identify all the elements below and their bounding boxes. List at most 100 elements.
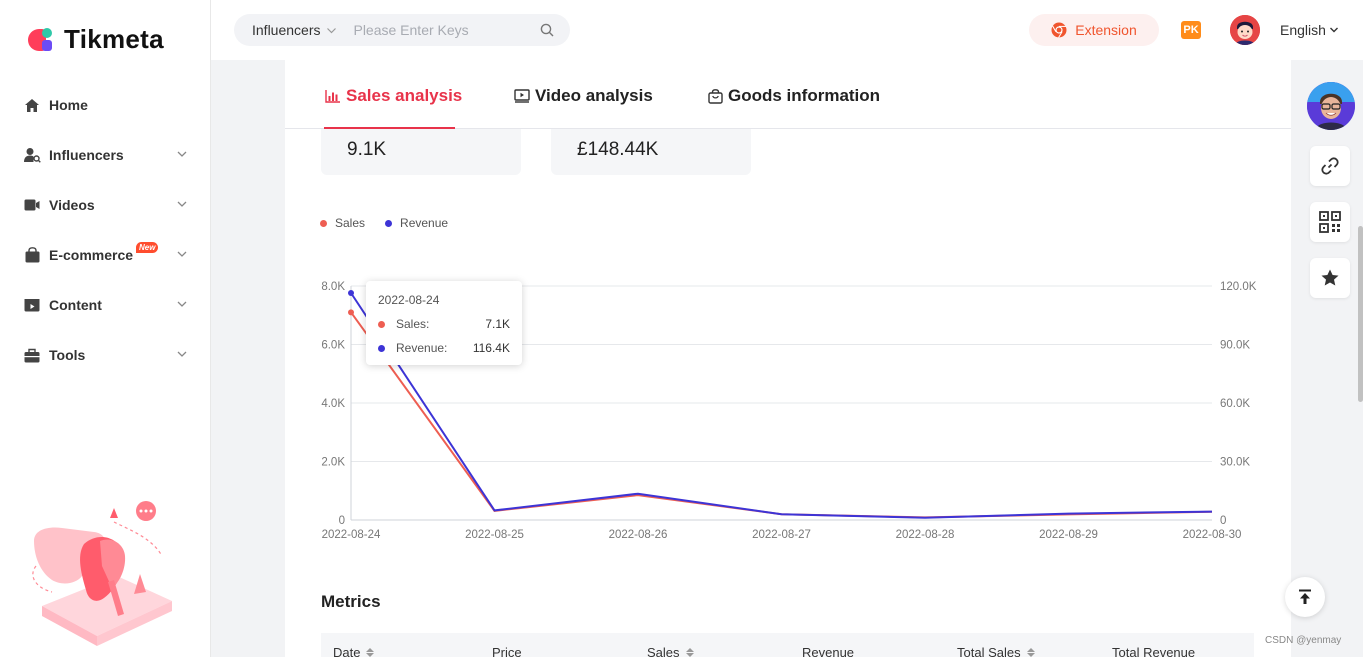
sidebar-item-label: Content	[49, 297, 102, 313]
topbar: Influencers Please Enter Keys Extension …	[211, 0, 1363, 60]
qr-code-button[interactable]	[1310, 202, 1350, 242]
sidebar-item-content[interactable]: Content	[0, 280, 211, 330]
user-avatar[interactable]	[1230, 15, 1260, 45]
link-icon	[1321, 157, 1339, 175]
sales-stat-card: 9.1K	[321, 129, 521, 175]
revenue-stat-card: £148.44K	[551, 129, 751, 175]
y-right-tick-label: 90.0K	[1220, 340, 1250, 352]
search-category-select[interactable]: Influencers	[252, 22, 337, 38]
tab-label: Video analysis	[535, 86, 653, 105]
back-to-top-button[interactable]	[1285, 577, 1325, 617]
active-tab-indicator	[324, 127, 455, 129]
shopping-bag-icon	[23, 246, 41, 264]
main-panel: 9.1K £148.44K Sales analysis Video analy…	[285, 60, 1291, 657]
series-line-revenue	[350, 292, 1213, 519]
tab-video-analysis[interactable]: Video analysis	[514, 86, 653, 106]
legend-dot	[385, 219, 393, 227]
metrics-title: Metrics	[321, 592, 381, 611]
pk-button[interactable]: PK	[1181, 21, 1201, 39]
x-tick-label: 2022-08-24	[322, 529, 381, 541]
chevron-down-icon	[327, 27, 337, 33]
tooltip-value: 116.4K	[472, 341, 510, 355]
legend-item-revenue[interactable]: Revenue	[385, 216, 448, 230]
scrollbar-thumb[interactable]	[1358, 226, 1363, 402]
column-label: Sales	[647, 645, 680, 657]
y-right-tick-label: 30.0K	[1220, 457, 1250, 469]
tooltip-value: 7.1K	[485, 317, 510, 331]
favorite-button[interactable]	[1310, 258, 1350, 298]
column-label: Price	[492, 645, 522, 657]
chart-legend: Sales Revenue	[320, 216, 448, 230]
search-bar[interactable]: Influencers Please Enter Keys	[234, 14, 570, 46]
search-icon[interactable]	[540, 23, 554, 37]
sidebar-item-label: Influencers	[49, 147, 124, 163]
sidebar-item-label: Home	[49, 97, 88, 113]
sidebar-item-tools[interactable]: Tools	[0, 330, 211, 380]
extension-label: Extension	[1075, 22, 1137, 38]
sidebar-item-label: Videos	[49, 197, 95, 213]
column-header-sales[interactable]: Sales	[647, 645, 694, 657]
legend-label: Revenue	[400, 216, 449, 230]
tooltip-label: Sales:	[396, 317, 430, 331]
arrow-up-to-top-icon	[1299, 589, 1311, 604]
sidebar-nav: Home Influencers Videos E-commerce New	[0, 80, 211, 380]
sort-icon[interactable]	[685, 648, 694, 657]
column-header-total-sales[interactable]: Total Sales	[957, 645, 1035, 657]
column-label: Date	[333, 645, 361, 657]
y-left-tick-label: 0	[339, 515, 345, 527]
language-select[interactable]: English	[1280, 22, 1339, 38]
data-point-sales	[348, 309, 354, 316]
sidebar-item-ecommerce[interactable]: E-commerce New	[0, 230, 211, 280]
tooltip-row-sales: Sales: 7.1K	[378, 317, 510, 331]
extension-button[interactable]: Extension	[1029, 14, 1159, 46]
legend-item-sales[interactable]: Sales	[320, 216, 365, 230]
x-tick-label: 2022-08-26	[609, 529, 668, 541]
tab-goods-information[interactable]: Goods information	[708, 86, 880, 106]
y-left-tick-label: 8.0K	[321, 281, 345, 293]
copy-link-button[interactable]	[1310, 146, 1350, 186]
user-search-icon	[23, 146, 41, 164]
chrome-icon	[1051, 22, 1067, 38]
tab-sales-analysis[interactable]: Sales analysis	[325, 86, 462, 106]
y-left-tick-label: 6.0K	[321, 340, 345, 352]
column-header-price: Price	[492, 645, 522, 657]
y-left-tick-label: 2.0K	[321, 457, 345, 469]
sort-icon[interactable]	[1026, 648, 1035, 657]
bar-chart-icon	[325, 90, 340, 103]
chevron-down-icon	[1329, 27, 1338, 33]
sales-revenue-chart[interactable]: 0 0 2.0K 30.0K 4.0K 60.0K 6.0K 90.0K 8.0K 120.0K 2…	[285, 260, 1291, 550]
chevron-down-icon	[177, 201, 187, 207]
column-label: Total Sales	[957, 645, 1021, 657]
tooltip-label: Revenue:	[396, 341, 448, 355]
toolbox-icon	[23, 346, 41, 364]
column-header-revenue: Revenue	[802, 645, 854, 657]
qr-code-icon	[1319, 211, 1341, 233]
y-right-tick-label: 0	[1220, 515, 1226, 527]
revenue-stat-value: £148.44K	[577, 139, 659, 160]
legend-dot	[320, 219, 327, 227]
column-label: Total Revenue	[1112, 645, 1196, 657]
metrics-table-header: Date Price Sales Revenue Total Sales Tot…	[321, 633, 1254, 657]
x-tick-label: 2022-08-25	[465, 529, 524, 541]
content-icon	[23, 296, 41, 314]
watermark: CSDN @yenmay	[1265, 635, 1342, 646]
sidebar-item-influencers[interactable]: Influencers	[0, 130, 211, 180]
tooltip-row-revenue: Revenue: 116.4K	[378, 341, 510, 355]
x-tick-label: 2022-08-29	[1039, 529, 1098, 541]
chevron-down-icon	[177, 301, 187, 307]
column-header-date[interactable]: Date	[333, 645, 375, 657]
sidebar-item-home[interactable]: Home	[0, 80, 211, 130]
sidebar-item-label: Tools	[49, 347, 86, 363]
tooltip-dot	[378, 344, 385, 352]
language-value: English	[1280, 22, 1326, 38]
search-input[interactable]: Please Enter Keys	[353, 22, 469, 38]
sort-icon[interactable]	[366, 648, 375, 657]
video-screen-icon	[514, 89, 530, 103]
sidebar-item-videos[interactable]: Videos	[0, 180, 211, 230]
x-tick-label: 2022-08-28	[896, 529, 955, 541]
sidebar-item-label: E-commerce	[49, 247, 134, 263]
logo-icon	[28, 25, 58, 55]
influencer-avatar[interactable]	[1307, 82, 1355, 130]
legend-label: Sales	[335, 216, 366, 230]
logo[interactable]: Tikmeta	[28, 24, 164, 55]
